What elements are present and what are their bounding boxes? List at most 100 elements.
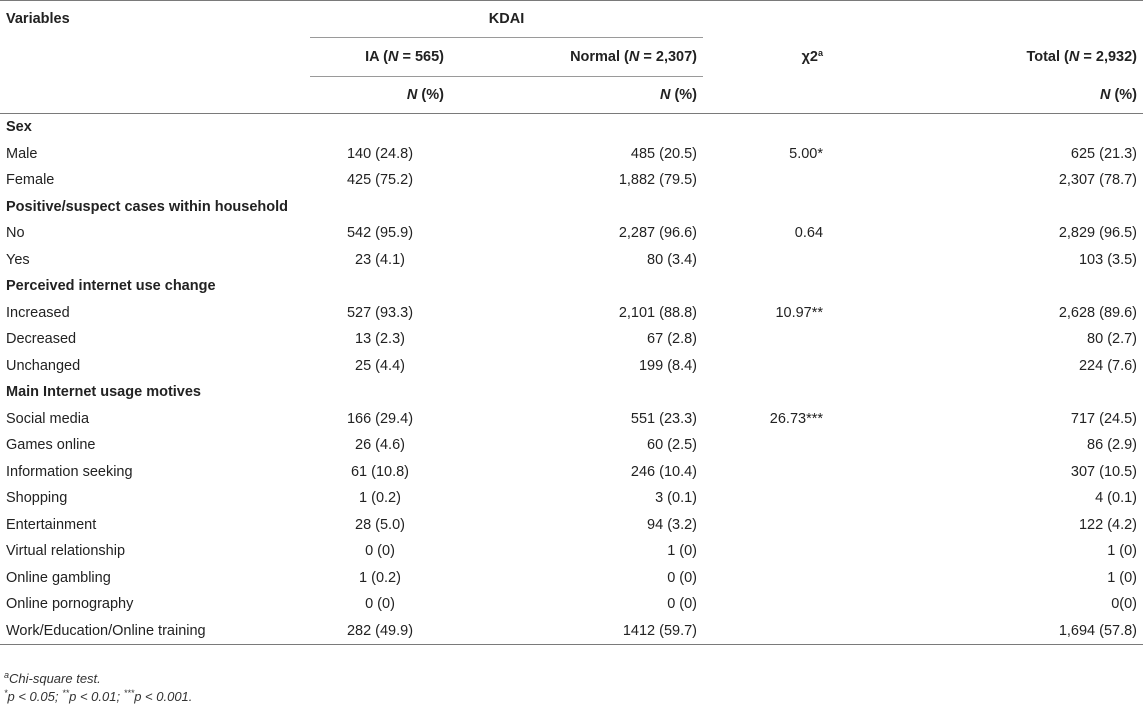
normal-n-pct: N (%) (450, 76, 704, 114)
kdai-header: KDAI (310, 0, 704, 38)
row-label: Yes (6, 251, 30, 268)
row-label: Shopping (6, 490, 68, 507)
row-label: Increased (6, 304, 70, 321)
total-cell: 80 (2.7) (1087, 331, 1138, 348)
total-n-pct: N (%) (1099, 86, 1138, 103)
ia-header: IA (N = 565) (365, 49, 444, 65)
total-cell: 122 (4.2) (1078, 516, 1138, 533)
row-label: Information seeking (6, 463, 133, 480)
ia-cell: 13 (2.3) (355, 331, 405, 348)
row-label: Male (6, 145, 38, 162)
chi-cell (703, 432, 883, 459)
total-cell: 1 (0) (1107, 543, 1138, 560)
table-row: Online gambling 1 (0.2) 0 (0) 1 (0) (0, 565, 1143, 592)
total-cell: 2,307 (78.7) (1058, 172, 1138, 189)
table-row: Work/Education/Online training 282 (49.9)… (0, 618, 1143, 645)
row-label: Work/Education/Online training (6, 622, 206, 639)
row-label: Virtual relationship (6, 543, 126, 560)
table-row: Increased 527 (93.3) 2,101 (88.8) 10.97** 2,… (0, 300, 1143, 327)
normal-cell: 60 (2.5) (647, 437, 698, 454)
chi-cell (703, 618, 883, 645)
normal-cell: 485 (20.5) (630, 145, 698, 162)
section-title: Positive/suspect cases within household (6, 198, 289, 215)
normal-cell: 199 (8.4) (638, 357, 698, 374)
chi-cell (703, 167, 883, 194)
chi-cell (703, 353, 883, 380)
row-label: Online pornography (6, 596, 134, 613)
chi-cell (703, 459, 883, 486)
table-row: Unchanged 25 (4.4) 199 (8.4) 224 (7.6) (0, 353, 1143, 380)
total-cell: 86 (2.9) (1087, 437, 1138, 454)
normal-cell: 0 (0) (667, 569, 698, 586)
results-table: Variables KDAI IA (N = 565) Normal (N = … (0, 0, 1143, 645)
total-cell: 1,694 (57.8) (1058, 622, 1138, 639)
note-significance: *p < 0.05; **p < 0.01; ***p < 0.001. (4, 688, 193, 705)
chi-cell: 5.00* (789, 145, 824, 162)
total-header: Total (N = 2,932) (1026, 49, 1138, 65)
normal-cell: 1 (0) (667, 543, 698, 560)
ia-cell: 527 (93.3) (346, 304, 414, 321)
table-row: Shopping 1 (0.2) 3 (0.1) 4 (0.1) (0, 485, 1143, 512)
ia-cell: 1 (0.2) (359, 569, 401, 586)
table-row: Virtual relationship 0 (0) 1 (0) 1 (0) (0, 538, 1143, 565)
chi-cell: 26.73*** (769, 410, 824, 427)
ia-cell: 1 (0.2) (359, 490, 401, 507)
ia-cell: 282 (49.9) (346, 622, 414, 639)
total-cell: 2,628 (89.6) (1058, 304, 1138, 321)
table-row: Entertainment 28 (5.0) 94 (3.2) 122 (4.2) (0, 512, 1143, 539)
total-cell: 625 (21.3) (1070, 145, 1138, 162)
total-cell: 307 (10.5) (1070, 463, 1138, 480)
table-row: Female 425 (75.2) 1,882 (79.5) 2,307 (78.7) (0, 167, 1143, 194)
normal-cell: 2,287 (96.6) (618, 225, 698, 242)
ia-cell: 23 (4.1) (355, 251, 405, 268)
section-header-row: Sex (0, 114, 1143, 141)
table-row: Yes 23 (4.1) 80 (3.4) 103 (3.5) (0, 247, 1143, 274)
section-header-row: Perceived internet use change (0, 273, 1143, 300)
normal-cell: 1,882 (79.5) (618, 172, 698, 189)
table-row: Information seeking 61 (10.8) 246 (10.4) 30… (0, 459, 1143, 486)
normal-cell: 94 (3.2) (647, 516, 698, 533)
section-title: Perceived internet use change (6, 278, 216, 295)
chi-square-header: χ2a (801, 48, 824, 66)
ia-cell: 28 (5.0) (355, 516, 405, 533)
ia-cell: 0 (0) (365, 543, 395, 560)
total-cell: 717 (24.5) (1070, 410, 1138, 427)
ia-n-pct: N (%) (310, 76, 450, 114)
ia-cell: 0 (0) (365, 596, 395, 613)
section-title: Sex (6, 119, 32, 136)
total-cell: 2,829 (96.5) (1058, 225, 1138, 242)
normal-cell: 3 (0.1) (655, 490, 698, 507)
chi-cell (703, 247, 883, 274)
total-cell: 103 (3.5) (1078, 251, 1138, 268)
ia-cell: 542 (95.9) (346, 225, 414, 242)
row-label: Online gambling (6, 569, 111, 586)
chi-cell (703, 485, 883, 512)
chi-cell (703, 591, 883, 618)
note-chi-square: aChi-square test. (4, 670, 101, 687)
variables-header: Variables (6, 11, 70, 28)
chi-cell (703, 538, 883, 565)
total-cell: 4 (0.1) (1095, 490, 1138, 507)
chi-cell (703, 512, 883, 539)
row-label: No (6, 225, 25, 242)
normal-cell: 551 (23.3) (630, 410, 698, 427)
normal-cell: 246 (10.4) (630, 463, 698, 480)
normal-cell: 67 (2.8) (647, 331, 698, 348)
ia-cell: 61 (10.8) (350, 463, 410, 480)
row-label: Decreased (6, 331, 77, 348)
chi-cell: 0.64 (794, 225, 824, 242)
table-row: Social media 166 (29.4) 551 (23.3) 26.73***… (0, 406, 1143, 433)
ia-cell: 425 (75.2) (346, 172, 414, 189)
row-label: Female (6, 172, 55, 189)
table-row: Games online 26 (4.6) 60 (2.5) 86 (2.9) (0, 432, 1143, 459)
table-row: Male 140 (24.8) 485 (20.5) 5.00* 625 (21.3) (0, 141, 1143, 168)
table-row: Online pornography 0 (0) 0 (0) 0(0) (0, 591, 1143, 618)
chi-cell (703, 326, 883, 353)
table-row: Decreased 13 (2.3) 67 (2.8) 80 (2.7) (0, 326, 1143, 353)
row-label: Games online (6, 437, 96, 454)
ia-cell: 25 (4.4) (355, 357, 405, 374)
section-header-row: Main Internet usage motives (0, 379, 1143, 406)
row-label: Unchanged (6, 357, 81, 374)
total-cell: 0(0) (1111, 596, 1138, 613)
section-title: Main Internet usage motives (6, 384, 201, 401)
